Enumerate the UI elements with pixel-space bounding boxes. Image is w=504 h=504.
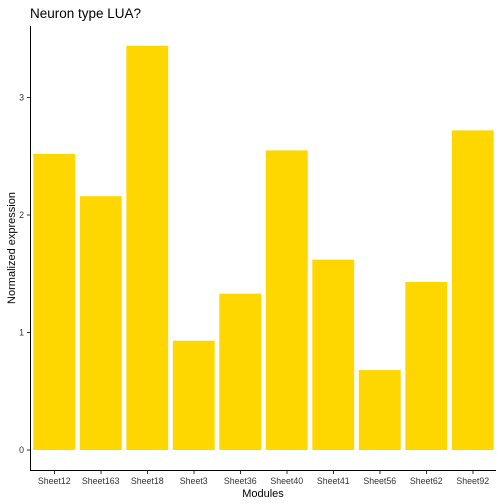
bar-sheet18 [126, 45, 169, 451]
y-ticks-group: 0 1 2 3 [19, 93, 30, 455]
x-tick-label: Sheet163 [82, 476, 120, 486]
y-tick-label: 0 [19, 445, 24, 455]
x-tick-label: Sheet18 [131, 476, 164, 486]
y-tick-label: 3 [19, 93, 24, 103]
bar-sheet40 [265, 150, 308, 451]
x-tick-label: Sheet92 [456, 476, 489, 486]
x-tick-label: Sheet3 [180, 476, 208, 486]
y-tick-label: 2 [19, 210, 24, 220]
x-tick-label: Sheet56 [363, 476, 396, 486]
bar-sheet56 [358, 370, 401, 450]
bar-sheet163 [79, 196, 122, 450]
x-tick-label: Sheet41 [317, 476, 350, 486]
bar-sheet3 [172, 340, 215, 450]
x-axis-title: Modules [242, 488, 284, 500]
bar-sheet12 [33, 153, 76, 450]
y-axis-title: Normalized expression [6, 192, 18, 304]
bar-sheet36 [219, 293, 262, 450]
bar-sheet62 [405, 281, 448, 450]
x-ticks-group: Sheet12 Sheet163 Sheet18 Sheet3 Sheet36 Sheet… [38, 471, 489, 486]
x-tick-label: Sheet12 [38, 476, 71, 486]
x-tick-label: Sheet36 [224, 476, 257, 486]
bar-sheet92 [451, 130, 494, 450]
chart-title: Neuron type LUA? [30, 6, 141, 21]
y-tick-label: 1 [19, 328, 24, 338]
x-tick-label: Sheet62 [410, 476, 443, 486]
x-tick-label: Sheet40 [270, 476, 303, 486]
bar-sheet41 [312, 259, 355, 450]
bars-group [33, 45, 494, 451]
